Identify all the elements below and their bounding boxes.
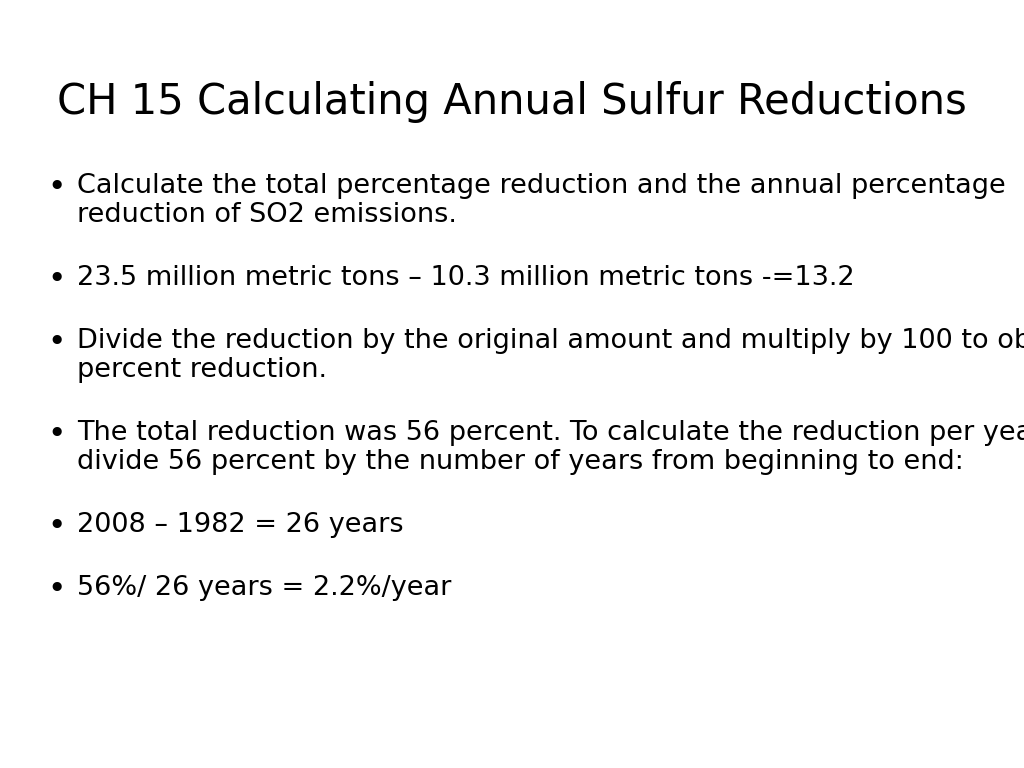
Text: •: • bbox=[47, 512, 66, 541]
Text: 23.5 million metric tons – 10.3 million metric tons -=13.2: 23.5 million metric tons – 10.3 million … bbox=[77, 265, 854, 291]
Text: Divide the reduction by the original amount and multiply by 100 to obtain a: Divide the reduction by the original amo… bbox=[77, 328, 1024, 354]
Text: percent reduction.: percent reduction. bbox=[77, 357, 327, 383]
Text: •: • bbox=[47, 173, 66, 202]
Text: 2008 – 1982 = 26 years: 2008 – 1982 = 26 years bbox=[77, 512, 403, 538]
Text: •: • bbox=[47, 420, 66, 449]
Text: divide 56 percent by the number of years from beginning to end:: divide 56 percent by the number of years… bbox=[77, 449, 964, 475]
Text: Calculate the total percentage reduction and the annual percentage: Calculate the total percentage reduction… bbox=[77, 173, 1006, 199]
Text: reduction of SO2 emissions.: reduction of SO2 emissions. bbox=[77, 202, 457, 228]
Text: •: • bbox=[47, 575, 66, 604]
Text: CH 15 Calculating Annual Sulfur Reductions: CH 15 Calculating Annual Sulfur Reductio… bbox=[57, 81, 967, 123]
Text: •: • bbox=[47, 265, 66, 294]
Text: The total reduction was 56 percent. To calculate the reduction per year: The total reduction was 56 percent. To c… bbox=[77, 420, 1024, 446]
Text: 56%/ 26 years = 2.2%/year: 56%/ 26 years = 2.2%/year bbox=[77, 575, 452, 601]
Text: •: • bbox=[47, 328, 66, 357]
